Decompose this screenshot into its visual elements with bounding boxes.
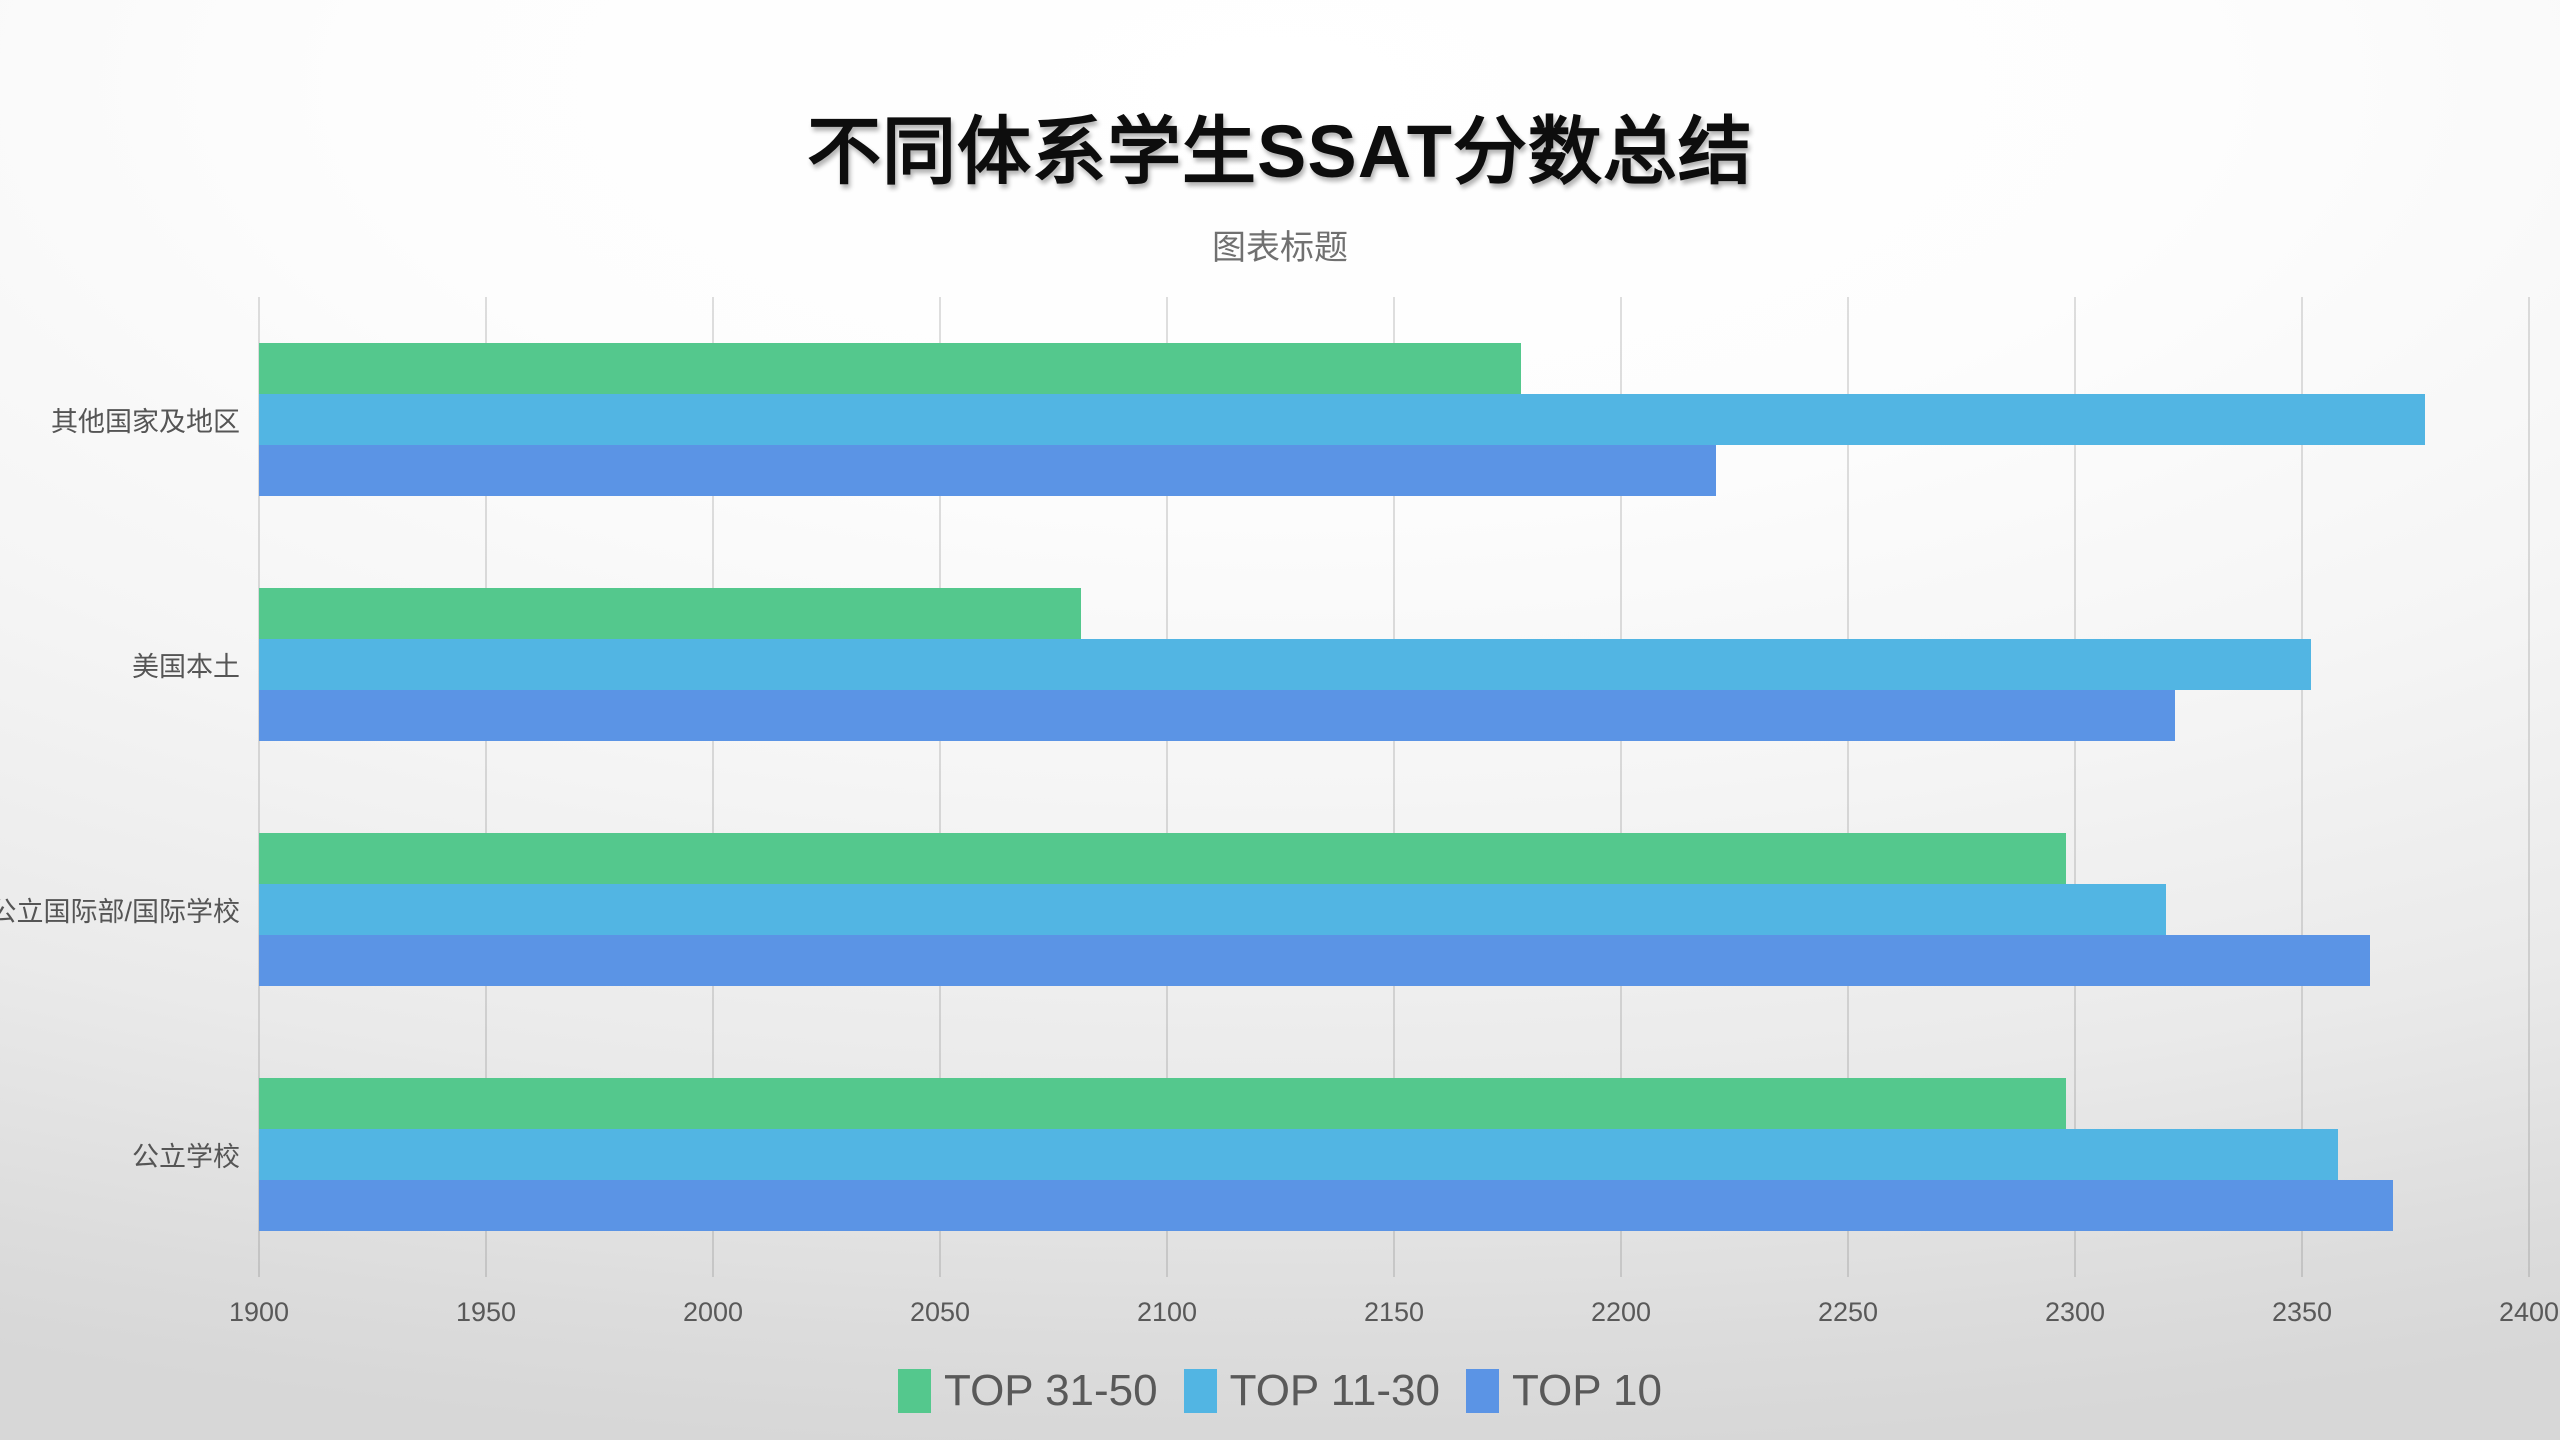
bar-top-10-公立学校 bbox=[259, 1180, 2393, 1231]
category-label-公立学校: 公立学校 bbox=[132, 1142, 240, 1172]
legend-swatch-icon bbox=[1183, 1369, 1217, 1413]
x-tick-label-2300: 2300 bbox=[2044, 1297, 2106, 1327]
legend-label: TOP 31-50 bbox=[943, 1366, 1158, 1415]
chart-main-title: 不同体系学生SSAT分数总结 bbox=[807, 110, 1753, 193]
legend-label: TOP 11-30 bbox=[1229, 1366, 1440, 1415]
legend-swatch-icon bbox=[1465, 1369, 1499, 1413]
x-tick-label-2000: 2000 bbox=[682, 1297, 744, 1327]
x-tick-label-2050: 2050 bbox=[909, 1297, 971, 1327]
gridline-2300 bbox=[2074, 297, 2076, 1277]
legend-swatch-icon bbox=[897, 1369, 931, 1413]
bar-top-11-30-美国本土 bbox=[259, 639, 2312, 690]
x-tick-label-2250: 2250 bbox=[1817, 1297, 1879, 1327]
x-tick-label-1900: 1900 bbox=[228, 1297, 290, 1327]
gridline-2350 bbox=[2301, 297, 2303, 1277]
bar-top-11-30-公立国际部/国际学校 bbox=[259, 884, 2166, 935]
plot-area bbox=[258, 297, 2530, 1277]
bar-top-31-50-公立国际部/国际学校 bbox=[259, 833, 2066, 884]
bar-group-公立国际部/国际学校 bbox=[259, 787, 2529, 1032]
bar-top-11-30-公立学校 bbox=[259, 1129, 2339, 1180]
x-tick-label-2150: 2150 bbox=[1363, 1297, 1425, 1327]
legend-item-top-11-30: TOP 11-30 bbox=[1183, 1366, 1440, 1416]
category-axis: 其他国家及地区美国本土公立国际部/国际学校公立学校 bbox=[0, 0, 240, 1440]
bar-group-美国本土 bbox=[259, 542, 2529, 787]
bar-top-11-30-其他国家及地区 bbox=[259, 394, 2425, 445]
x-tick-label-2100: 2100 bbox=[1136, 1297, 1198, 1327]
legend: TOP 31-50 TOP 11-30 TOP 10 bbox=[0, 1366, 2560, 1416]
bar-top-31-50-公立学校 bbox=[259, 1078, 2066, 1129]
gridline-2050 bbox=[939, 297, 941, 1277]
gridline-2250 bbox=[1847, 297, 1849, 1277]
x-axis-ticks: 1900 1950 2000 2050 2100 2150 2200 2250 2300 2350… bbox=[0, 1297, 2560, 1337]
x-tick-label-2350: 2350 bbox=[2271, 1297, 2333, 1327]
x-tick-label-1950: 1950 bbox=[455, 1297, 517, 1327]
chart-subtitle: 图表标题 bbox=[1212, 229, 1348, 267]
legend-label: TOP 10 bbox=[1511, 1366, 1662, 1415]
gridline-2100 bbox=[1166, 297, 1168, 1277]
gridline-1950 bbox=[485, 297, 487, 1277]
gridline-2400 bbox=[2528, 297, 2530, 1277]
category-label-其他国家及地区: 其他国家及地区 bbox=[51, 407, 240, 437]
bar-top-10-其他国家及地区 bbox=[259, 445, 1717, 496]
bar-top-31-50-其他国家及地区 bbox=[259, 343, 1522, 394]
legend-item-top-10: TOP 10 bbox=[1465, 1366, 1662, 1416]
bar-group-其他国家及地区 bbox=[259, 297, 2529, 542]
bar-top-10-公立国际部/国际学校 bbox=[259, 935, 2371, 986]
gridline-2150 bbox=[1393, 297, 1395, 1277]
gridline-2200 bbox=[1620, 297, 1622, 1277]
bar-top-31-50-美国本土 bbox=[259, 588, 1081, 639]
bar-top-10-美国本土 bbox=[259, 690, 2175, 741]
x-tick-label-2400: 2400 bbox=[2498, 1297, 2560, 1327]
category-label-美国本土: 美国本土 bbox=[132, 652, 240, 682]
category-label-公立国际部/国际学校: 公立国际部/国际学校 bbox=[0, 897, 240, 927]
gridline-2000 bbox=[712, 297, 714, 1277]
bar-group-公立学校 bbox=[259, 1032, 2529, 1277]
x-tick-label-2200: 2200 bbox=[1590, 1297, 1652, 1327]
legend-item-top-31-50: TOP 31-50 bbox=[897, 1366, 1158, 1416]
gridline-1900 bbox=[258, 297, 260, 1277]
